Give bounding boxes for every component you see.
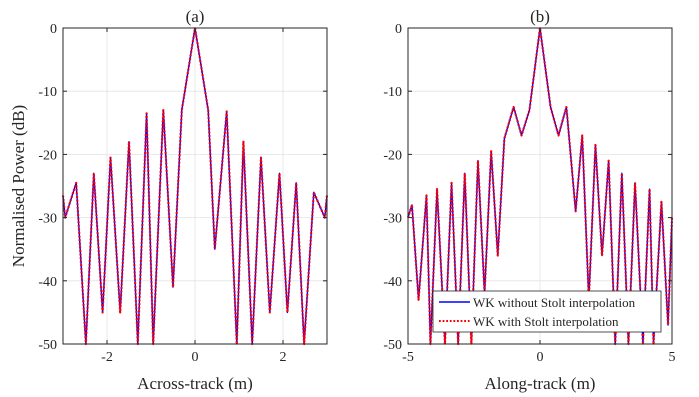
panel-a-series-line-with-stolt xyxy=(61,26,329,346)
panel-a-ytick-label-1: -40 xyxy=(38,275,57,290)
panel-a-xlabel: Across-track (m) xyxy=(137,374,253,393)
panel-a-y-ticks: -50 -40 -30 -20 -10 0 xyxy=(38,22,327,353)
legend-entry-without-stolt: WK without Stolt interpolation xyxy=(473,295,636,310)
panel-b-y-ticks: -50 -40 -30 -20 -10 0 xyxy=(383,22,672,353)
panel-a-title: (a) xyxy=(186,7,205,26)
panel-b-xlabel: Along-track (m) xyxy=(485,374,596,393)
panel-b-xtick-label-2: 5 xyxy=(669,350,676,365)
panel-a-ytick-label-2: -30 xyxy=(38,212,57,227)
legend: WK without Stolt interpolation WK with S… xyxy=(432,290,662,333)
panel-a-x-ticks: -2 0 2 xyxy=(101,28,287,365)
panel-a-xtick-label-0: -2 xyxy=(101,350,113,365)
panel-a: (a) -2 0 2 -50-40-30-20-100 Across-track (… xyxy=(38,7,329,393)
panel-a-ytick-label-4: -10 xyxy=(38,85,57,100)
panel-b-title: (b) xyxy=(530,7,550,26)
panel-b-xtick-label-1: 0 xyxy=(537,350,544,365)
panel-b-series-line-with-stolt xyxy=(406,26,674,346)
panel-b-ytick-label-4: -10 xyxy=(383,85,402,100)
panel-b-x-ticks: -5 0 5 xyxy=(402,28,676,365)
panel-a-xtick-label-2: 2 xyxy=(280,350,287,365)
panel-b-ytick-label-2: -30 xyxy=(383,212,402,227)
panel-b-ytick-label-5: 0 xyxy=(395,22,402,37)
panel-b: (b) -5 0 5 -50-40-30-20-100 Along-track (m… xyxy=(383,7,675,393)
legend-box xyxy=(432,290,662,333)
panel-b-ytick-label-1: -40 xyxy=(383,275,402,290)
panel-a-ytick-label-3: -20 xyxy=(38,148,57,163)
panel-b-ytick-label-0: -50 xyxy=(383,338,402,353)
panel-a-ytick-label-5: 0 xyxy=(50,22,57,37)
legend-entry-with-stolt: WK with Stolt interpolation xyxy=(473,314,619,329)
panel-b-ytick-label-3: -20 xyxy=(383,148,402,163)
figure-ylabel: Normalised Power (dB) xyxy=(9,105,28,267)
panel-a-ytick-label-0: -50 xyxy=(38,338,57,353)
panel-b-xtick-label-0: -5 xyxy=(402,350,414,365)
panel-a-xtick-label-1: 0 xyxy=(192,350,199,365)
